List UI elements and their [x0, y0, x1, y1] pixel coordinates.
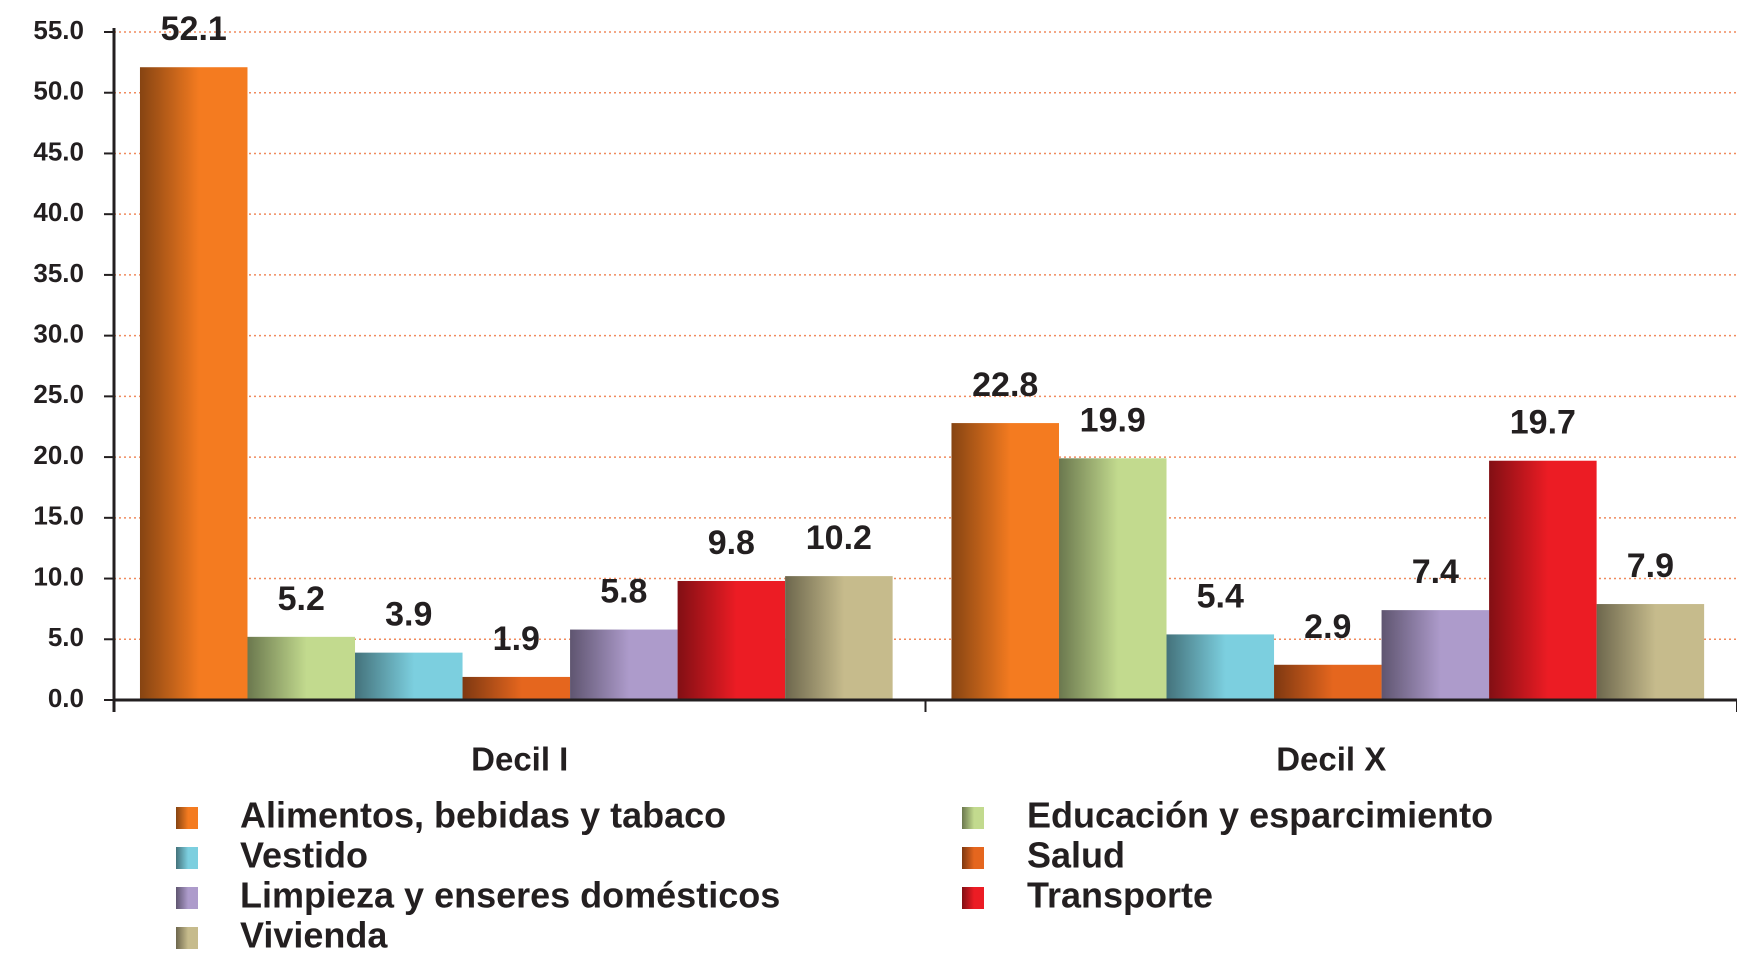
y-tick-label: 35.0	[33, 258, 84, 288]
value-label: 9.8	[708, 524, 755, 562]
bar	[247, 636, 356, 700]
legend-label: Educación y esparcimiento	[1027, 795, 1493, 836]
bar	[570, 629, 678, 700]
value-label: 2.9	[1304, 608, 1351, 646]
bar	[951, 423, 1059, 700]
legend-marker	[176, 847, 198, 869]
y-tick-label: 30.0	[33, 319, 84, 349]
value-label: 19.7	[1510, 404, 1576, 442]
y-tick-label: 55.0	[33, 15, 84, 45]
x-tick-label: Decil X	[1276, 741, 1386, 778]
y-tick-label: 20.0	[33, 440, 84, 470]
y-tick-label: 10.0	[33, 561, 84, 591]
bar	[785, 576, 893, 700]
value-label: 7.4	[1412, 553, 1459, 591]
value-label: 19.9	[1080, 401, 1146, 439]
y-tick-label: 15.0	[33, 501, 84, 531]
legend-label: Vivienda	[240, 915, 388, 953]
legend-marker	[962, 847, 984, 869]
bar	[1166, 634, 1275, 700]
bar	[1274, 664, 1382, 700]
legend-marker	[962, 807, 984, 829]
legend-marker	[176, 927, 198, 949]
value-label: 7.9	[1627, 547, 1674, 585]
legend-label: Salud	[1027, 835, 1125, 876]
bar	[1596, 604, 1705, 700]
legend-label: Alimentos, bebidas y tabaco	[240, 795, 726, 836]
y-tick-label: 40.0	[33, 197, 84, 227]
legend-label: Vestido	[240, 835, 368, 876]
y-tick-label: 0.0	[48, 683, 84, 713]
bar	[462, 676, 571, 700]
y-tick-label: 45.0	[33, 136, 84, 166]
value-label: 5.2	[278, 580, 325, 618]
value-label: 10.2	[806, 519, 872, 557]
value-label: 22.8	[972, 366, 1038, 404]
bar	[1058, 458, 1167, 700]
value-label: 52.1	[161, 10, 227, 48]
y-tick-label: 25.0	[33, 379, 84, 409]
legend-label: Limpieza y enseres domésticos	[240, 875, 780, 916]
bar	[1489, 460, 1597, 700]
bar	[139, 67, 248, 701]
value-label: 1.9	[493, 620, 540, 658]
legend-label: Transporte	[1027, 875, 1213, 916]
bar	[355, 652, 463, 700]
x-tick-label: Decil I	[471, 741, 568, 778]
value-label: 3.9	[385, 596, 432, 634]
y-tick-label: 5.0	[48, 622, 84, 652]
legend-marker	[176, 887, 198, 909]
legend-marker	[176, 807, 198, 829]
y-tick-label: 50.0	[33, 76, 84, 106]
value-label: 5.4	[1197, 577, 1244, 615]
bar	[677, 580, 786, 700]
bar	[1381, 610, 1490, 700]
legend-marker	[962, 887, 984, 909]
value-label: 5.8	[600, 573, 647, 611]
